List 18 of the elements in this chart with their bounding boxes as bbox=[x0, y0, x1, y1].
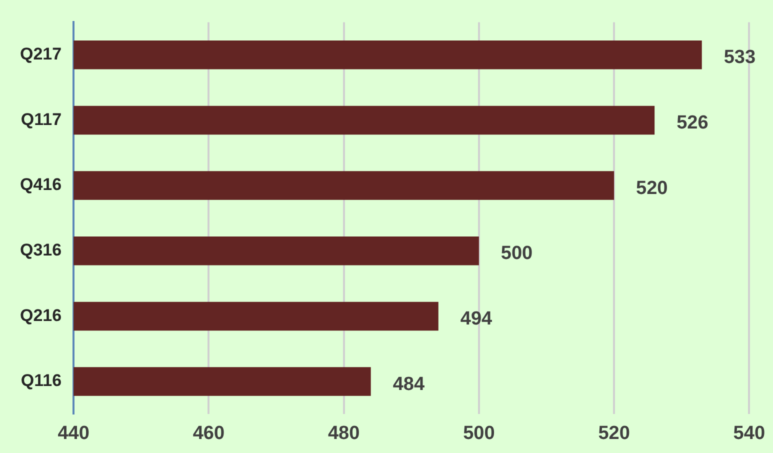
data-label: 520 bbox=[636, 178, 668, 199]
data-label: 484 bbox=[392, 374, 425, 395]
data-label: 500 bbox=[500, 243, 533, 264]
data-label: 494 bbox=[460, 308, 493, 330]
y-tick-label: Q217 bbox=[20, 44, 62, 64]
x-tick-label: 540 bbox=[733, 422, 765, 444]
x-tick-label: 480 bbox=[328, 422, 360, 444]
x-tick-label: 500 bbox=[463, 422, 495, 444]
x-tick-label: 460 bbox=[192, 422, 225, 444]
y-tick-label: Q416 bbox=[20, 175, 62, 194]
y-tick-label: Q216 bbox=[20, 306, 62, 325]
x-tick-label: 520 bbox=[598, 422, 630, 444]
y-tick-label: Q316 bbox=[20, 240, 62, 260]
y-tick-label: Q116 bbox=[20, 371, 62, 390]
data-label: 533 bbox=[724, 47, 756, 68]
x-tick-label: 440 bbox=[58, 422, 90, 444]
y-tick-label: Q117 bbox=[20, 110, 62, 129]
data-label: 526 bbox=[676, 112, 708, 134]
